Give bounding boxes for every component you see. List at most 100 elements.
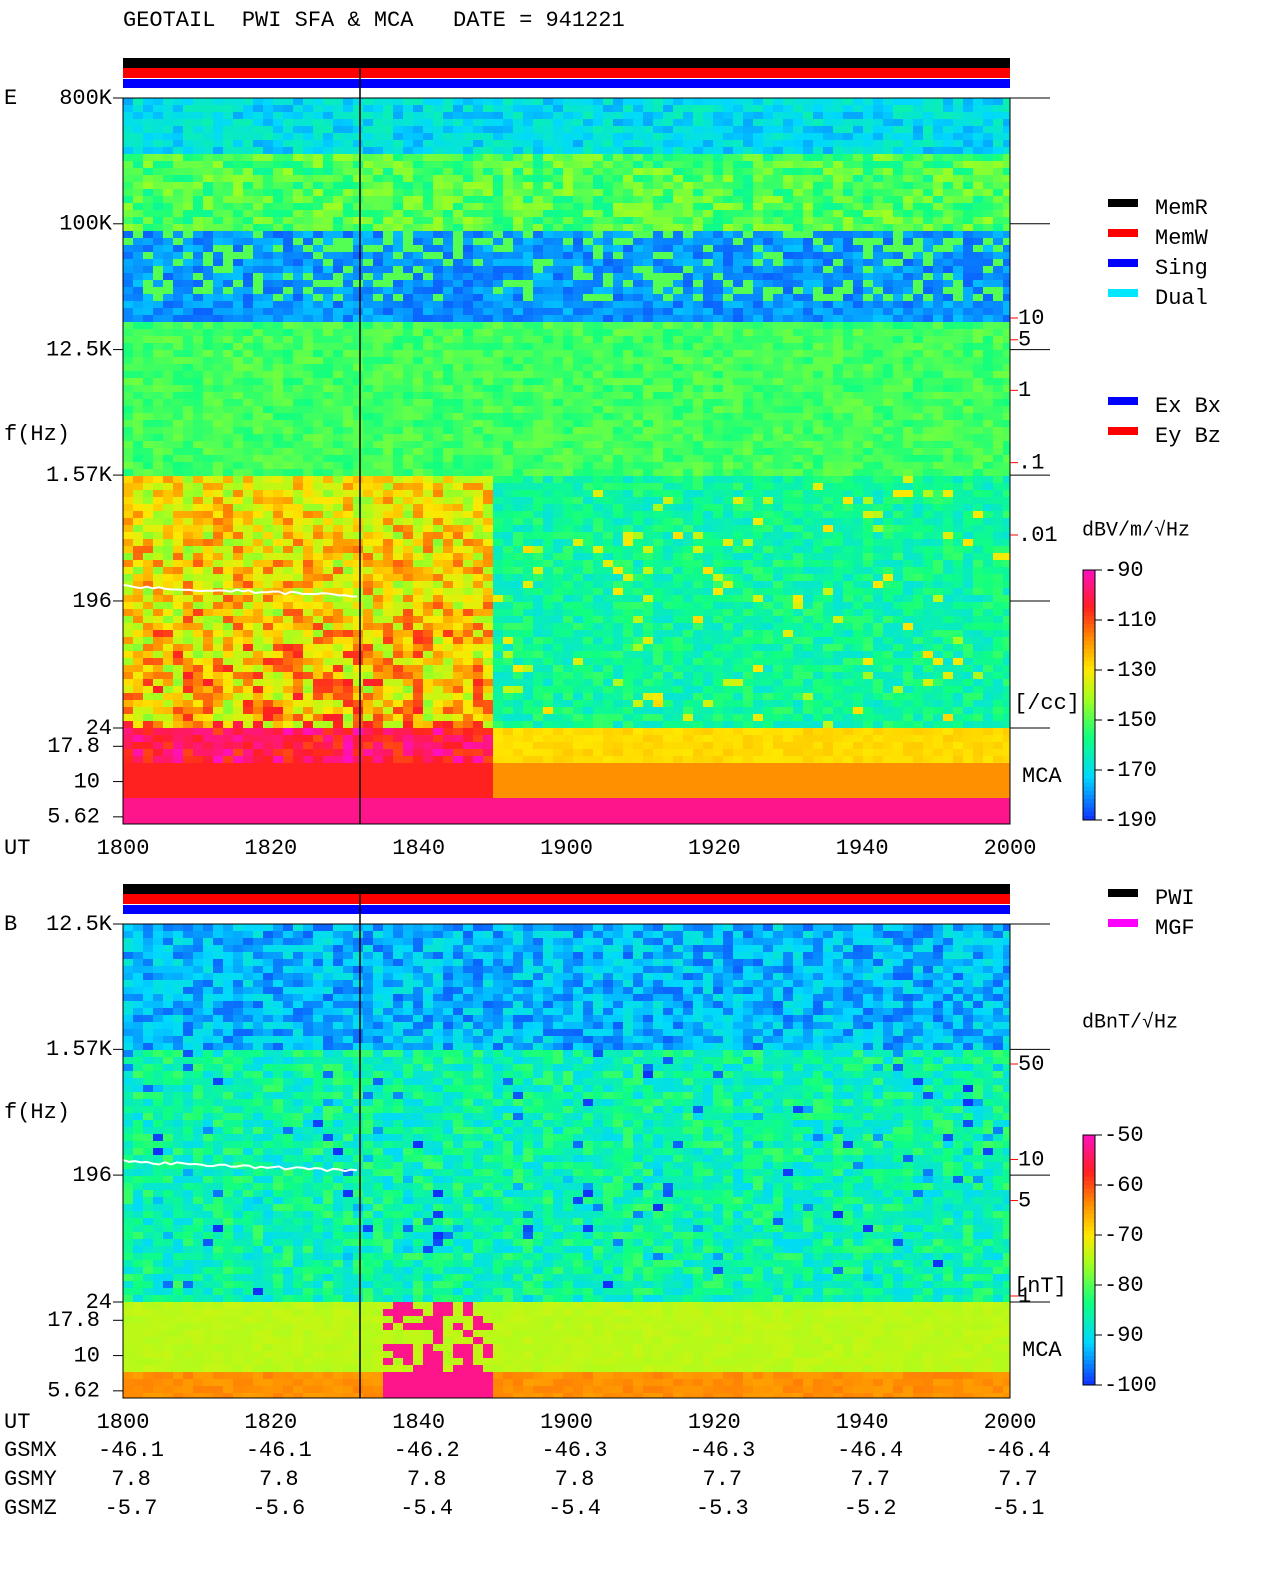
spectrogram-cell [583,280,593,287]
spectrogram-cell [763,182,773,189]
spectrogram-cell [123,434,133,441]
spectrogram-cell [563,350,573,357]
spectrogram-cell [223,427,233,434]
spectrogram-cell [913,280,923,287]
spectrogram-cell [893,182,903,189]
spectrogram-cell [923,462,933,469]
spectrogram-cell [753,217,763,224]
spectrogram-cell [703,336,713,343]
spectrogram-cell [343,147,353,154]
spectrogram-cell [163,399,173,406]
spectrogram-cell [153,119,163,126]
spectrogram-cell [713,168,723,175]
spectrogram-cell [363,315,373,322]
spectrogram-cell [743,119,753,126]
spectrogram-cell [723,203,733,210]
spectrogram-cell [203,252,213,259]
spectrogram-cell [713,385,723,392]
spectrogram-cell [283,441,293,448]
spectrogram-cell [263,364,273,371]
spectrogram-cell [223,175,233,182]
spectrogram-cell [943,154,953,161]
spectrogram-cell [503,455,513,462]
spectrogram-cell [843,259,853,266]
spectrogram-cell [583,301,593,308]
spectrogram-cell [423,350,433,357]
spectrogram-cell [563,168,573,175]
spectrogram-cell [823,469,833,476]
spectrogram-cell [383,343,393,350]
spectrogram-cell [673,203,683,210]
spectrogram-cell [313,399,323,406]
spectrogram-cell [193,140,203,147]
spectrogram-cell [853,441,863,448]
spectrogram-cell [353,343,363,350]
spectrogram-cell [293,357,303,364]
spectrogram-cell [343,217,353,224]
spectrogram-cell [613,252,623,259]
spectrogram-cell [163,476,173,483]
spectrogram-cell [343,112,353,119]
spectrogram-cell [753,231,763,238]
spectrogram-cell [313,224,323,231]
spectrogram-cell [123,161,133,168]
spectrogram-cell [293,154,303,161]
spectrogram-cell [473,455,483,462]
spectrogram-cell [563,238,573,245]
spectrogram-cell [263,343,273,350]
spectrogram-cell [433,455,443,462]
spectrogram-cell [873,434,883,441]
spectrogram-cell [363,112,373,119]
spectrogram-cell [593,420,603,427]
spectrogram-cell [473,189,483,196]
spectrogram-cell [923,231,933,238]
spectrogram-cell [593,371,603,378]
spectrogram-cell [403,238,413,245]
spectrogram-cell [913,154,923,161]
spectrogram-cell [603,294,613,301]
spectrogram-cell [923,385,933,392]
spectrogram-cell [433,161,443,168]
spectrogram-cell [893,189,903,196]
spectrogram-cell [543,126,553,133]
spectrogram-cell [253,420,263,427]
spectrogram-cell [193,238,203,245]
spectrogram-cell [983,126,993,133]
spectrogram-cell [223,112,233,119]
spectrogram-cell [1003,469,1010,476]
spectrogram-cell [563,280,573,287]
spectrogram-cell [293,196,303,203]
spectrogram-cell [913,189,923,196]
spectrogram-cell [1003,336,1010,343]
spectrogram-cell [793,392,803,399]
spectrogram-cell [823,259,833,266]
spectrogram-cell [773,329,783,336]
spectrogram-cell [133,413,143,420]
spectrogram-cell [773,413,783,420]
spectrogram-cell [973,385,983,392]
spectrogram-cell [283,280,293,287]
spectrogram-cell [463,350,473,357]
spectrogram-cell [273,371,283,378]
spectrogram-cell [593,385,603,392]
spectrogram-cell [763,448,773,455]
spectrogram-cell [523,385,533,392]
spectrogram-cell [973,161,983,168]
spectrogram-cell [203,175,213,182]
spectrogram-cell [513,336,523,343]
spectrogram-cell [983,273,993,280]
spectrogram-cell [123,357,133,364]
spectrogram-cell [793,182,803,189]
spectrogram-cell [783,406,793,413]
spectrogram-cell [883,294,893,301]
spectrogram-cell [253,196,263,203]
spectrogram-cell [323,329,333,336]
spectrogram-cell [543,364,553,371]
spectrogram-cell [773,364,783,371]
spectrogram-cell [993,378,1003,385]
spectrogram-cell [863,315,873,322]
spectrogram-cell [223,287,233,294]
spectrogram-cell [583,273,593,280]
spectrogram-cell [253,385,263,392]
spectrogram-cell [903,371,913,378]
